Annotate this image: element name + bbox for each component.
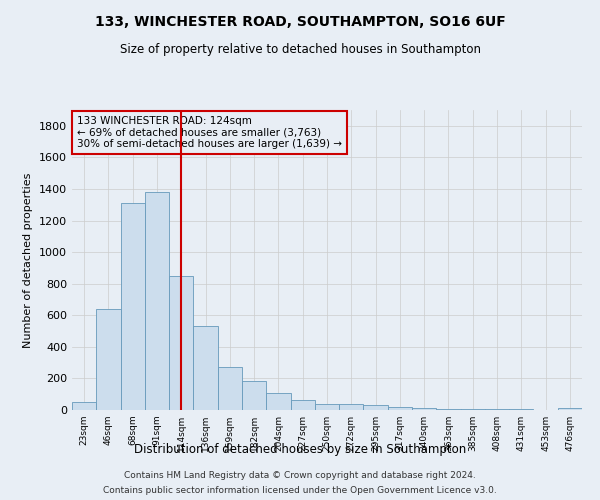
Bar bbox=[169, 276, 193, 410]
Y-axis label: Number of detached properties: Number of detached properties bbox=[23, 172, 34, 348]
Bar bbox=[96, 309, 121, 410]
Bar bbox=[509, 409, 533, 410]
Bar bbox=[218, 366, 242, 410]
Bar bbox=[558, 408, 582, 410]
Bar bbox=[388, 406, 412, 410]
Text: 133, WINCHESTER ROAD, SOUTHAMPTON, SO16 6UF: 133, WINCHESTER ROAD, SOUTHAMPTON, SO16 … bbox=[95, 15, 505, 29]
Text: Size of property relative to detached houses in Southampton: Size of property relative to detached ho… bbox=[119, 42, 481, 56]
Bar bbox=[290, 400, 315, 410]
Bar bbox=[436, 408, 461, 410]
Bar bbox=[461, 408, 485, 410]
Bar bbox=[412, 408, 436, 410]
Text: 133 WINCHESTER ROAD: 124sqm
← 69% of detached houses are smaller (3,763)
30% of : 133 WINCHESTER ROAD: 124sqm ← 69% of det… bbox=[77, 116, 342, 149]
Bar bbox=[145, 192, 169, 410]
Text: Distribution of detached houses by size in Southampton: Distribution of detached houses by size … bbox=[134, 442, 466, 456]
Bar bbox=[72, 402, 96, 410]
Bar bbox=[364, 406, 388, 410]
Bar bbox=[193, 326, 218, 410]
Bar bbox=[121, 203, 145, 410]
Bar bbox=[339, 404, 364, 410]
Bar bbox=[485, 409, 509, 410]
Text: Contains public sector information licensed under the Open Government Licence v3: Contains public sector information licen… bbox=[103, 486, 497, 495]
Bar bbox=[242, 381, 266, 410]
Bar bbox=[266, 394, 290, 410]
Text: Contains HM Land Registry data © Crown copyright and database right 2024.: Contains HM Land Registry data © Crown c… bbox=[124, 471, 476, 480]
Bar bbox=[315, 404, 339, 410]
